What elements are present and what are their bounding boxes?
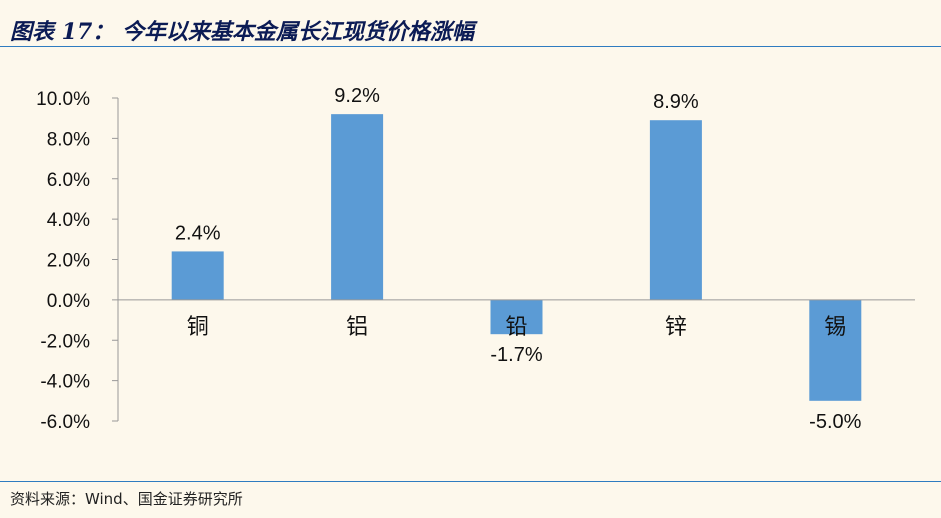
bars — [171, 114, 862, 401]
data-label: 2.4% — [175, 222, 221, 244]
category-label: 铜 — [187, 315, 209, 340]
bar-chart: 10.0% 8.0% 6.0% 4.0% 2.0% 0.0% -2.0% -4.0% -6.0%… — [36, 85, 915, 433]
y-axis-ticks: 10.0% 8.0% 6.0% 4.0% 2.0% 0.0% -2.0% -4.0% -6.0% — [36, 89, 118, 433]
y-tick-label: 8.0% — [47, 129, 90, 150]
bar-2 — [331, 114, 384, 300]
y-tick-label: 0.0% — [47, 291, 90, 312]
y-tick-label: 6.0% — [47, 170, 90, 191]
bar-3 — [490, 299, 543, 335]
data-label: -5.0% — [809, 411, 861, 433]
title-rule — [0, 46, 941, 47]
bar-4 — [649, 120, 702, 300]
category-label: 锌 — [665, 315, 687, 340]
category-label: 铅 — [505, 315, 527, 340]
bar-5 — [809, 299, 862, 401]
y-tick-label: -2.0% — [40, 331, 90, 352]
bar-1 — [171, 251, 224, 300]
data-label: 8.9% — [653, 91, 699, 113]
y-tick-label: -6.0% — [40, 412, 90, 433]
data-label: 9.2% — [334, 85, 380, 107]
data-label: -1.7% — [490, 344, 542, 366]
category-labels: 铜铝铅锌锡 — [187, 315, 847, 340]
y-tick-label: 2.0% — [47, 251, 90, 272]
y-tick-label: 4.0% — [47, 210, 90, 231]
category-label: 铝 — [346, 315, 368, 340]
figure-title: 图表 17： 今年以来基本金属长江现货价格涨幅 — [10, 19, 474, 45]
category-label: 锡 — [824, 315, 846, 340]
data-labels: 2.4% 9.2% -1.7% 8.9% -5.0% — [175, 85, 862, 433]
source-note: 资料来源：Wind、国金证券研究所 — [10, 490, 243, 508]
y-tick-label: 10.0% — [36, 89, 90, 110]
y-tick-label: -4.0% — [40, 372, 90, 393]
source-rule — [0, 481, 941, 482]
